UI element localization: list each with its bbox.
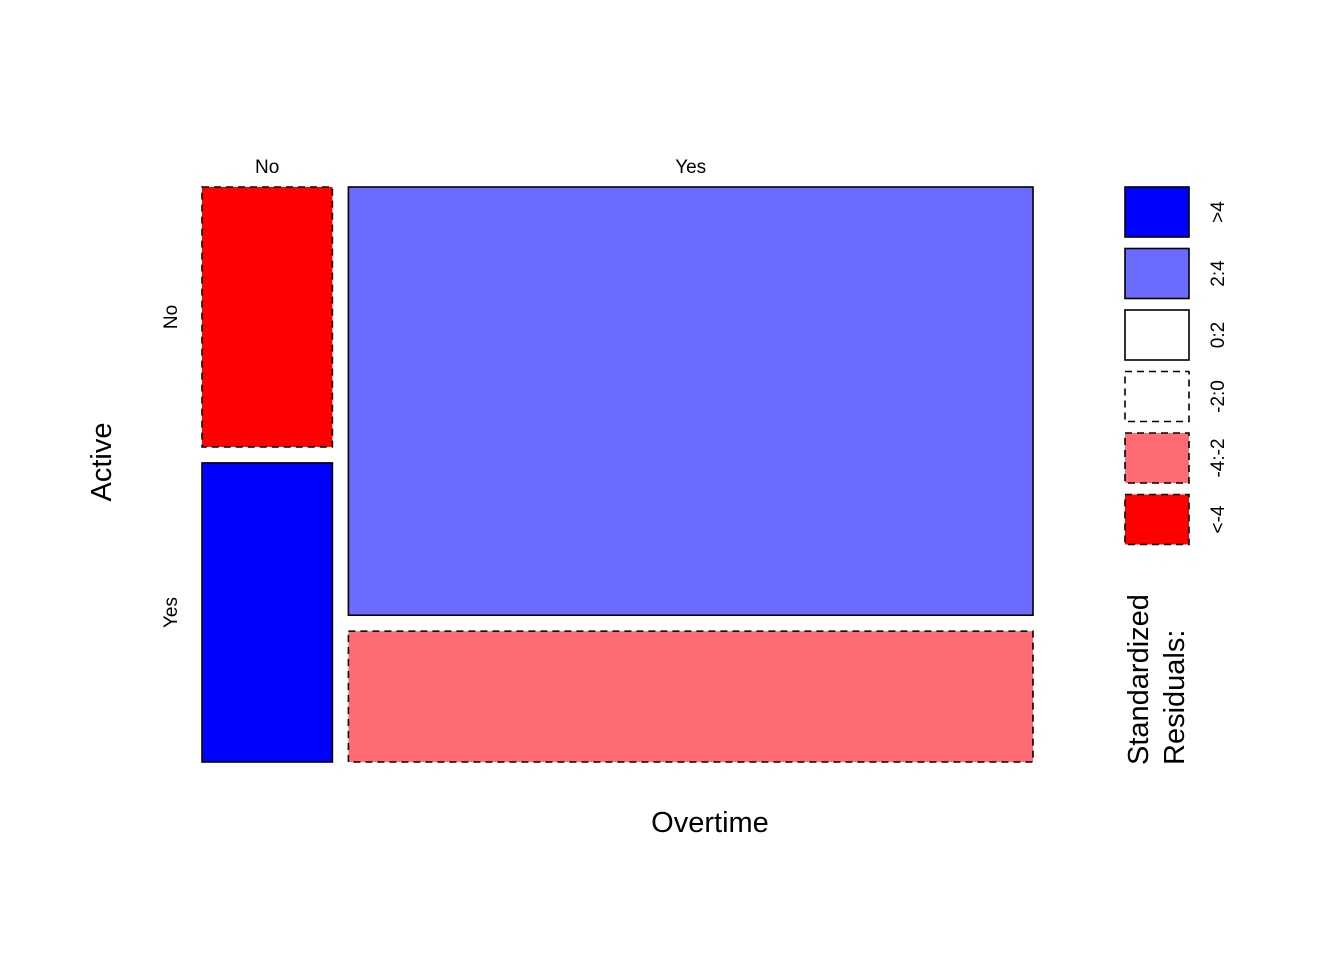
row-label-no: No bbox=[161, 305, 182, 329]
cell-overtime-no-active-yes bbox=[201, 462, 334, 763]
legend-title-line-2: Residuals: bbox=[1159, 630, 1191, 765]
column-label-yes: Yes bbox=[675, 157, 706, 178]
legend-label-3: -2:0 bbox=[1208, 380, 1229, 413]
legend-label-0: >4 bbox=[1208, 201, 1229, 223]
row-labels: No Yes bbox=[161, 305, 182, 628]
legend-swatch-1 bbox=[1124, 247, 1190, 300]
legend-swatch-3 bbox=[1124, 370, 1190, 423]
legend-label-2: 0:2 bbox=[1208, 322, 1229, 348]
column-label-no: No bbox=[255, 157, 279, 178]
x-axis-title: Overtime bbox=[651, 807, 769, 839]
mosaic-cells bbox=[201, 186, 1034, 763]
legend-label-5: <-4 bbox=[1208, 505, 1229, 533]
legend-swatch-2 bbox=[1124, 309, 1190, 361]
legend-title-line-1: Standardized bbox=[1123, 594, 1155, 765]
residual-legend: >4 2:4 0:2 -2:0 -4:-2 <-4 Standardized Residu… bbox=[1123, 186, 1229, 765]
legend-items: >4 2:4 0:2 -2:0 -4:-2 <-4 bbox=[1124, 186, 1229, 546]
legend-swatch-4 bbox=[1124, 432, 1190, 484]
legend-label-4: -4:-2 bbox=[1208, 438, 1229, 477]
row-label-yes: Yes bbox=[161, 597, 182, 628]
cell-overtime-yes-active-no bbox=[347, 186, 1034, 617]
legend-label-1: 2:4 bbox=[1208, 260, 1229, 287]
cell-overtime-no-active-no bbox=[201, 186, 334, 448]
column-labels: No Yes bbox=[255, 157, 706, 178]
y-axis-title: Active bbox=[86, 423, 118, 502]
legend-swatch-0 bbox=[1124, 186, 1190, 238]
cell-overtime-yes-active-yes bbox=[347, 630, 1034, 763]
legend-swatch-5 bbox=[1124, 493, 1190, 546]
